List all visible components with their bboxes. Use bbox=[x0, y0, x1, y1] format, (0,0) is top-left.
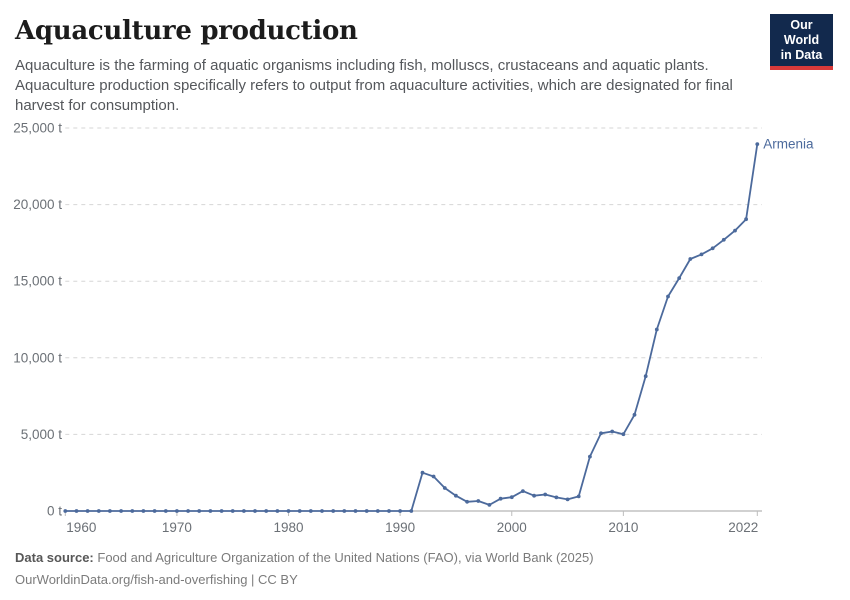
y-tick-label: 25,000 t bbox=[13, 121, 62, 136]
data-point bbox=[599, 431, 603, 436]
data-point bbox=[688, 257, 693, 261]
data-point bbox=[163, 509, 168, 513]
data-line bbox=[64, 143, 759, 512]
data-point bbox=[375, 509, 380, 513]
data-point bbox=[610, 429, 615, 434]
data-point bbox=[476, 499, 481, 503]
data-point bbox=[85, 509, 90, 513]
data-point bbox=[119, 509, 123, 513]
data-point bbox=[387, 509, 391, 513]
data-point bbox=[130, 509, 135, 513]
x-tick-label: 1990 bbox=[385, 520, 415, 535]
owid-logo-line1: Our World bbox=[783, 18, 820, 47]
data-point bbox=[521, 489, 525, 493]
y-tick-label: 0 t bbox=[47, 504, 62, 519]
data-point bbox=[208, 509, 213, 513]
y-tick-label: 10,000 t bbox=[13, 350, 62, 365]
x-tick-label: 1980 bbox=[274, 520, 304, 535]
data-point bbox=[253, 509, 257, 513]
chart-footer: Data source: Food and Agriculture Organi… bbox=[15, 547, 594, 591]
data-point bbox=[308, 509, 313, 513]
data-point bbox=[532, 493, 536, 498]
data-point bbox=[96, 509, 101, 513]
data-point bbox=[74, 509, 79, 513]
data-point bbox=[264, 509, 269, 513]
data-point bbox=[219, 509, 224, 513]
owid-logo-line2: in Data bbox=[780, 48, 823, 62]
x-tick-label: 1960 bbox=[66, 520, 96, 535]
data-point bbox=[63, 509, 68, 513]
data-point bbox=[442, 486, 447, 490]
data-point bbox=[230, 509, 235, 513]
data-point bbox=[331, 509, 336, 513]
data-point bbox=[420, 470, 425, 475]
data-point bbox=[543, 492, 548, 497]
y-tick-label: 5,000 t bbox=[21, 427, 63, 442]
data-point bbox=[141, 509, 146, 513]
y-tick-label: 15,000 t bbox=[13, 274, 62, 289]
data-point bbox=[643, 374, 648, 379]
data-point bbox=[398, 509, 402, 513]
owid-logo: Our World in Data bbox=[770, 14, 833, 70]
data-source-label: Data source: bbox=[15, 550, 94, 565]
x-tick-label: 2022 bbox=[728, 520, 758, 535]
data-point bbox=[454, 493, 458, 498]
y-tick-label: 20,000 t bbox=[13, 197, 62, 212]
series-end-label: Armenia bbox=[763, 137, 814, 152]
data-point bbox=[666, 294, 670, 299]
data-point bbox=[621, 432, 626, 437]
data-point bbox=[588, 454, 592, 459]
x-tick-label: 2000 bbox=[497, 520, 527, 535]
data-point bbox=[286, 509, 291, 513]
data-point bbox=[409, 509, 414, 513]
data-point bbox=[755, 142, 760, 147]
data-point bbox=[721, 237, 726, 242]
chart-subtitle: Aquaculture is the farming of aquatic or… bbox=[15, 57, 733, 114]
data-point bbox=[342, 509, 347, 513]
chart-title: Aquaculture production bbox=[15, 16, 358, 46]
data-point bbox=[509, 495, 514, 500]
data-point bbox=[576, 494, 581, 499]
data-point bbox=[487, 503, 492, 507]
x-tick-label: 1970 bbox=[162, 520, 192, 535]
data-point bbox=[733, 228, 737, 233]
data-point bbox=[744, 217, 748, 222]
data-point bbox=[565, 497, 570, 502]
data-point bbox=[632, 412, 637, 417]
data-point bbox=[108, 509, 112, 513]
data-point bbox=[654, 327, 659, 332]
data-point bbox=[152, 509, 157, 513]
data-point bbox=[175, 509, 179, 513]
data-point bbox=[699, 252, 704, 257]
data-point bbox=[465, 499, 469, 504]
data-source-line: Data source: Food and Agriculture Organi… bbox=[15, 547, 594, 569]
data-point bbox=[242, 509, 246, 513]
data-point bbox=[297, 509, 302, 513]
data-point bbox=[554, 495, 559, 500]
data-point bbox=[710, 246, 715, 251]
data-point bbox=[197, 509, 202, 513]
data-point bbox=[431, 474, 436, 479]
data-point bbox=[353, 509, 358, 513]
data-point bbox=[275, 509, 280, 513]
data-point bbox=[320, 509, 324, 513]
data-point bbox=[186, 509, 191, 513]
license-line: OurWorldinData.org/fish-and-overfishing … bbox=[15, 572, 298, 587]
data-point bbox=[498, 496, 503, 501]
data-point bbox=[364, 509, 369, 513]
x-tick-label: 2010 bbox=[608, 520, 638, 535]
data-point bbox=[677, 276, 682, 280]
data-source-text: Food and Agriculture Organization of the… bbox=[97, 550, 594, 565]
